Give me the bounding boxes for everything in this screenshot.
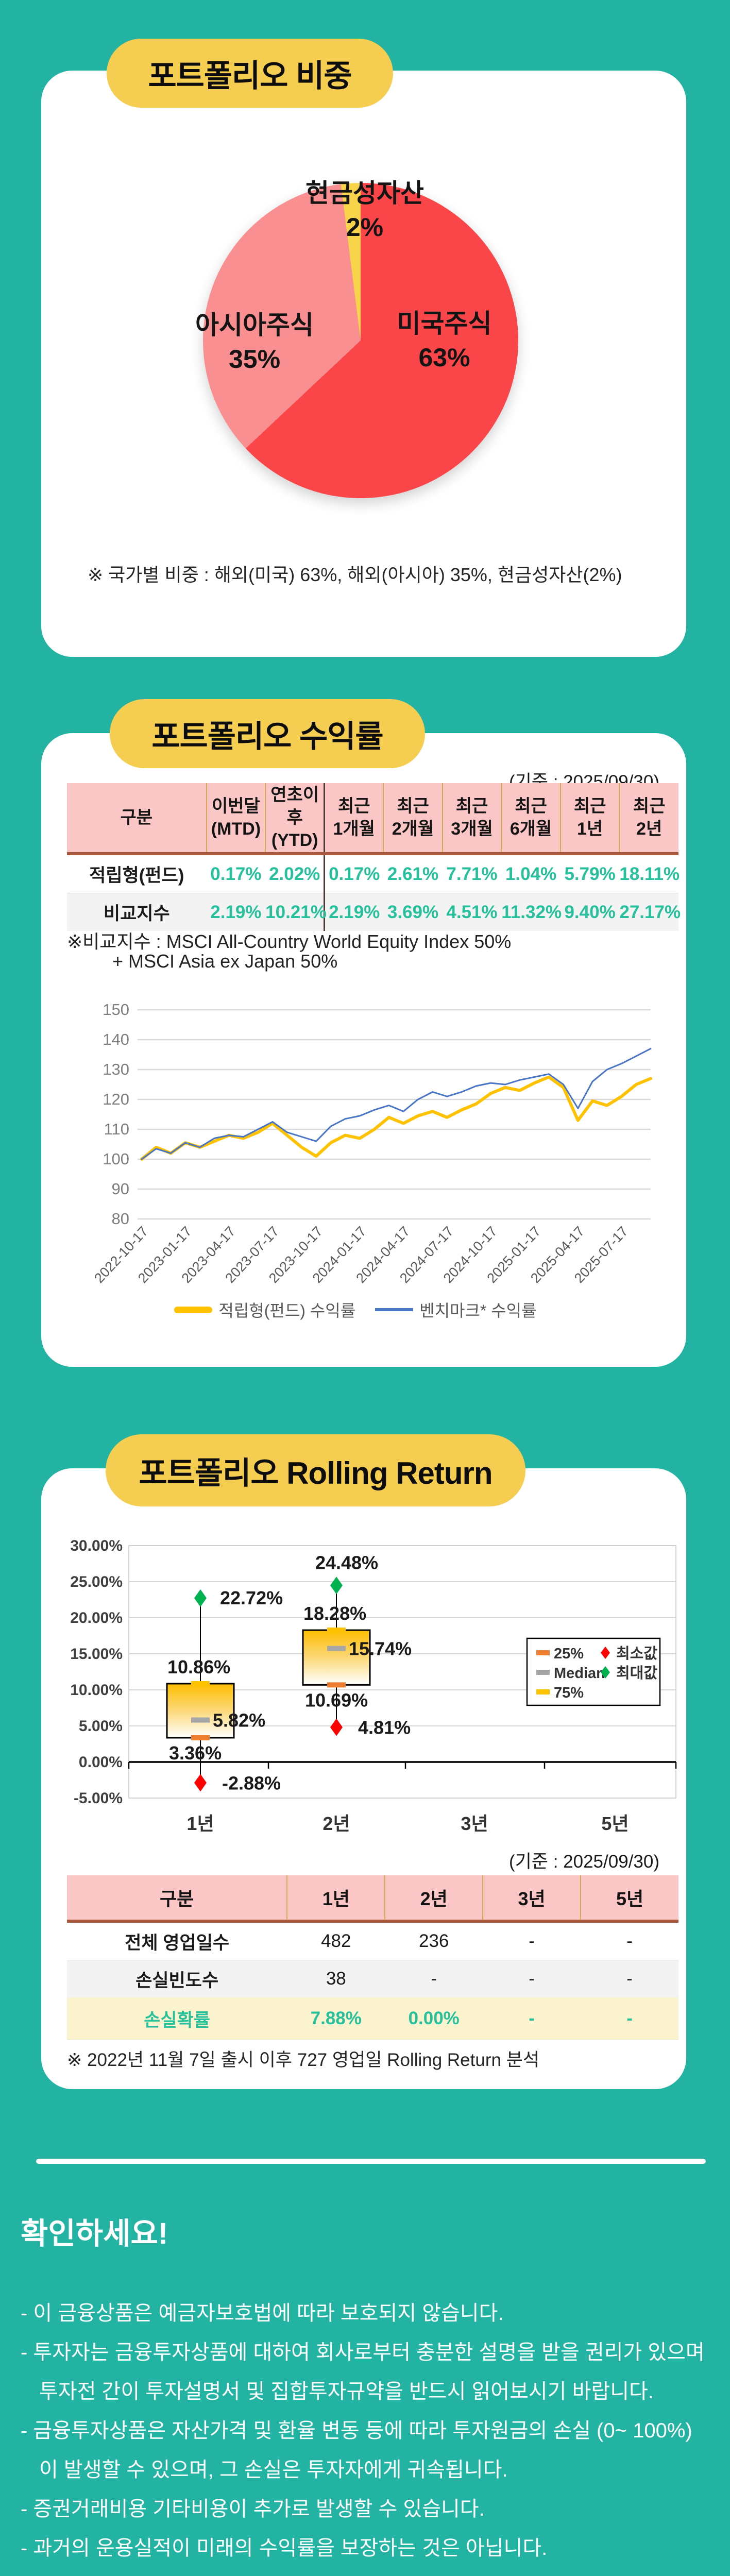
rolling-return-table: 구분 1년 2년 3년 5년 전체 영업일수 482 236 - - 손실빈도수 <box>67 1875 678 2040</box>
svg-text:150: 150 <box>103 1001 129 1019</box>
svg-text:5.82%: 5.82% <box>213 1710 265 1731</box>
section-divider <box>36 2159 706 2164</box>
allocation-badge: 포트폴리오 비중 <box>107 39 393 108</box>
returns-badge: 포트폴리오 수익률 <box>110 699 425 768</box>
svg-text:2년: 2년 <box>322 1813 350 1834</box>
pie-label-cash-pct: 2% <box>346 213 384 242</box>
svg-text:80: 80 <box>112 1210 129 1228</box>
disclaimer-title: 확인하세요! <box>21 2217 168 2250</box>
allocation-footnote: ※ 국가별 비중 : 해외(미국) 63%, 해외(아시아) 35%, 현금성자… <box>88 564 622 585</box>
table-row-loss-count: 손실빈도수 38 - - - <box>67 1960 678 1997</box>
rolling-as-of-date: (기준 : 2025/09/30) <box>508 1852 659 1872</box>
svg-text:24.48%: 24.48% <box>315 1552 378 1573</box>
disclaimer-item: - 금융투자상품은 자산가격 및 환율 변동 등에 따라 투자원금의 손실 (0… <box>21 2419 692 2481</box>
svg-text:-5.00%: -5.00% <box>74 1790 123 1807</box>
svg-text:75%: 75% <box>554 1685 584 1701</box>
svg-text:22.72%: 22.72% <box>220 1587 283 1608</box>
disclaimer-item: - 증권거래비용 기타비용이 추가로 발생할 수 있습니다. <box>21 2498 485 2520</box>
col-gubun: 구분 <box>67 783 207 855</box>
col-6m: 최근 6개월 <box>501 783 561 855</box>
fund-series-swatch <box>174 1306 213 1313</box>
rolling-table-header-row: 구분 1년 2년 3년 5년 <box>67 1875 678 1923</box>
allocation-badge-label: 포트폴리오 비중 <box>148 58 352 93</box>
svg-text:120: 120 <box>103 1090 129 1108</box>
portfolio-allocation-card: 포트폴리오 비중 현금성자산 2% 미국주식 63% 아시아주식 35% ※ 국… <box>41 39 686 657</box>
returns-line-chart: 15014013012011010090802022-10-172023-01-… <box>91 1001 652 1286</box>
returns-table-header-row: 구분 이번달 (MTD) 연초이후 (YTD) 최근 1개월 최근 2개월 최근 3개월 … <box>67 783 678 855</box>
svg-text:15.00%: 15.00% <box>70 1646 123 1663</box>
benchmark-note-line2: + MSCI Asia ex Japan 50% <box>112 951 338 972</box>
svg-text:최소값: 최소값 <box>616 1645 657 1662</box>
col-ytd: 연초이후 (YTD) <box>265 783 326 855</box>
col-2y: 최근 2년 <box>619 783 678 855</box>
svg-text:130: 130 <box>103 1060 129 1078</box>
legend-item-fund: 적립형(펀드) 수익률 <box>174 1298 355 1321</box>
svg-text:100: 100 <box>103 1150 129 1168</box>
svg-text:5.00%: 5.00% <box>79 1718 123 1735</box>
pie-label-us-pct: 63% <box>418 343 470 372</box>
svg-text:4.81%: 4.81% <box>358 1717 411 1738</box>
svg-text:1년: 1년 <box>186 1813 214 1834</box>
disclaimer-item: - 과거의 운용실적이 미래의 수익률을 보장하는 것은 아닙니다. <box>21 2537 548 2560</box>
returns-table: 구분 이번달 (MTD) 연초이후 (YTD) 최근 1개월 최근 2개월 최근 3개월 … <box>67 783 681 931</box>
svg-text:90: 90 <box>112 1180 129 1198</box>
pie-label-cash: 현금성자산 2% <box>277 176 452 244</box>
disclaimer-item: - MP의 경우 종류별 집합투자증권에 부과되는 보수· 수수료 차이로 운용… <box>21 2568 709 2576</box>
svg-text:10.69%: 10.69% <box>305 1689 368 1710</box>
pie-label-cash-name: 현금성자산 <box>305 179 424 208</box>
col-1m: 최근 1개월 <box>324 783 384 855</box>
returns-badge-label: 포트폴리오 수익률 <box>151 719 383 754</box>
table-row-loss-probability: 손실확률 7.88% 0.00% - - <box>67 1997 678 2040</box>
fund-series-label: 적립형(펀드) 수익률 <box>218 1301 356 1320</box>
table-row-fund: 적립형(펀드) 0.17% 2.02% 0.17% 2.61% 7.71% 1.… <box>67 854 680 893</box>
col-mtd: 이번달 (MTD) <box>206 783 266 855</box>
svg-text:3.36%: 3.36% <box>169 1742 222 1764</box>
svg-text:최대값: 최대값 <box>616 1665 657 1682</box>
line-chart-legend: 적립형(펀드) 수익률 벤치마크* 수익률 <box>100 1298 610 1321</box>
svg-text:20.00%: 20.00% <box>70 1609 123 1626</box>
pie-label-asia-name: 아시아주식 <box>195 311 314 340</box>
svg-text:Median: Median <box>554 1665 605 1682</box>
rolling-return-card: 포트폴리오 Rolling Return 30.00% 25.00% 20.00% 1… <box>41 1434 686 2089</box>
rolling-return-footnote: ※ 2022년 11월 7일 출시 이후 727 영업일 Rolling Ret… <box>67 2050 540 2070</box>
col-3m: 최근 3개월 <box>442 783 502 855</box>
svg-text:18.28%: 18.28% <box>303 1603 366 1624</box>
disclaimer-list: - 이 금융상품은 예금자보호법에 따라 보호되지 않습니다. - 투자자는 금… <box>21 2294 709 2576</box>
col-1y: 최근 1년 <box>560 783 620 855</box>
benchmark-note-line1: ※비교지수 : MSCI All-Country World Equity In… <box>67 931 512 952</box>
legend-item-benchmark: 벤치마크* 수익률 <box>375 1298 537 1321</box>
svg-text:25.00%: 25.00% <box>70 1573 123 1590</box>
svg-text:-2.88%: -2.88% <box>222 1772 281 1793</box>
rolling-return-badge-label: 포트폴리오 Rolling Return <box>139 1455 493 1490</box>
pie-label-asia-pct: 35% <box>228 345 281 374</box>
table-row-benchmark: 비교지수 2.19% 10.21% 2.19% 3.69% 4.51% 11.3… <box>67 893 681 931</box>
rolling-return-badge: 포트폴리오 Rolling Return <box>106 1434 525 1506</box>
svg-text:110: 110 <box>104 1120 129 1138</box>
table-row-trading-days: 전체 영업일수 482 236 - - <box>67 1921 678 1960</box>
disclaimer-item: - 이 금융상품은 예금자보호법에 따라 보호되지 않습니다. <box>21 2302 504 2325</box>
svg-text:0.00%: 0.00% <box>79 1754 123 1771</box>
svg-text:3년: 3년 <box>461 1813 488 1834</box>
benchmark-series-label: 벤치마크* 수익률 <box>419 1301 537 1320</box>
allocation-pie-chart <box>203 183 518 498</box>
portfolio-returns-card: 포트폴리오 수익률 (기준 : 2025/09/30) 구분 이번달 (MTD) … <box>41 699 686 1367</box>
pie-label-us-name: 미국주식 <box>397 309 492 338</box>
disclaimer-item: - 투자자는 금융투자상품에 대하여 회사로부터 충분한 설명을 받을 권리가 … <box>21 2341 705 2403</box>
svg-text:10.86%: 10.86% <box>167 1656 230 1677</box>
svg-text:10.00%: 10.00% <box>70 1682 123 1699</box>
pie-label-us: 미국주식 63% <box>374 307 515 375</box>
rolling-return-boxplot: 30.00% 25.00% 20.00% 15.00% 10.00% 5.00% 0.00%… <box>70 1537 677 1834</box>
svg-text:5년: 5년 <box>601 1813 629 1834</box>
svg-text:15.74%: 15.74% <box>349 1638 412 1659</box>
benchmark-series-swatch <box>375 1308 414 1311</box>
svg-text:30.00%: 30.00% <box>70 1537 123 1554</box>
svg-text:25%: 25% <box>554 1646 584 1662</box>
svg-text:140: 140 <box>103 1030 129 1048</box>
pie-label-asia: 아시아주식 35% <box>167 308 342 376</box>
col-2m: 최근 2개월 <box>383 783 443 855</box>
